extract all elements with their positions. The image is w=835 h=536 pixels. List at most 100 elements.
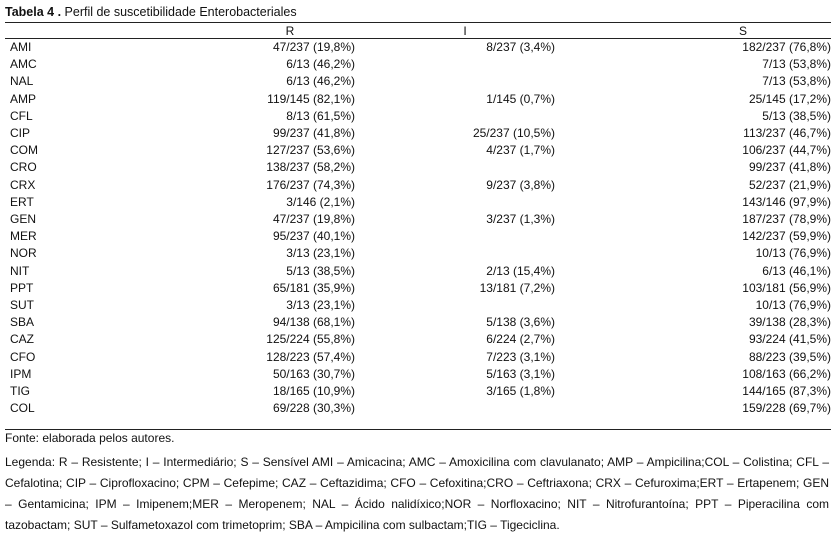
r-cell: 65/181 (35,9%)	[272, 280, 355, 295]
i-cell: 5/163 (3,1%)	[486, 366, 555, 381]
spacer-cell	[355, 91, 375, 108]
s-cell: 5/13 (38,5%)	[762, 108, 831, 123]
spacer-cell	[555, 245, 655, 262]
r-cell: 5/13 (38,5%)	[286, 263, 355, 278]
spacer-cell	[355, 56, 375, 73]
spacer-cell	[355, 177, 375, 194]
r-cell: 3/13 (23,1%)	[286, 246, 355, 261]
table-source: Fonte: elaborada pelos autores.	[5, 431, 175, 445]
table-row: SUT 3/13 (23,1%) 10/13 (76,9%)	[5, 297, 831, 314]
s-cell: 108/163 (66,2%)	[742, 366, 831, 381]
table-row: PPT 65/181 (35,9%) 13/181 (7,2%) 103/181 (5…	[5, 280, 831, 297]
s-cell: 7/13 (53,8%)	[762, 57, 831, 72]
spacer-cell	[555, 39, 655, 57]
i-cell: 7/223 (3,1%)	[486, 349, 555, 364]
spacer-cell	[555, 177, 655, 194]
caption-title: Perfil de suscetibilidade Enterobacteria…	[64, 5, 297, 19]
r-cell: 125/224 (55,8%)	[266, 332, 355, 347]
drug-cell: PPT	[10, 280, 34, 295]
drug-cell: CRO	[10, 160, 37, 175]
spacer-cell	[555, 108, 655, 125]
spacer-cell	[555, 314, 655, 331]
table-row: CRO 138/237 (58,2%) 99/237 (41,8%)	[5, 159, 831, 176]
r-cell: 47/237 (19,8%)	[272, 40, 355, 54]
spacer-cell	[355, 142, 375, 159]
spacer-cell	[555, 125, 655, 142]
spacer-cell	[555, 159, 655, 176]
s-cell: 52/237 (21,9%)	[748, 177, 831, 192]
r-cell: 3/13 (23,1%)	[286, 298, 355, 313]
header-s: S	[655, 23, 831, 39]
r-cell: 138/237 (58,2%)	[266, 160, 355, 175]
r-cell: 69/228 (30,3%)	[272, 401, 355, 416]
spacer-cell	[555, 331, 655, 348]
r-cell: 6/13 (46,2%)	[286, 74, 355, 89]
s-cell: 39/138 (28,3%)	[748, 315, 831, 330]
table-row: AMI 47/237 (19,8%) 8/237 (3,4%) 182/237 (76…	[5, 39, 831, 57]
i-cell	[375, 228, 555, 245]
r-cell: 128/223 (57,4%)	[266, 349, 355, 364]
i-cell: 4/237 (1,7%)	[486, 143, 555, 158]
drug-cell: SBA	[10, 315, 35, 330]
spacer-cell	[355, 73, 375, 90]
table-row: GEN 47/237 (19,8%) 3/237 (1,3%) 187/237 (78…	[5, 211, 831, 228]
spacer-cell	[355, 297, 375, 314]
i-cell: 1/145 (0,7%)	[486, 91, 555, 106]
spacer-cell	[355, 314, 375, 331]
s-cell: 10/13 (76,9%)	[755, 246, 831, 261]
r-cell: 176/237 (74,3%)	[266, 177, 355, 192]
spacer-cell	[355, 263, 375, 280]
spacer-cell	[555, 73, 655, 90]
table-row: MER 95/237 (40,1%) 142/237 (59,9%)	[5, 228, 831, 245]
drug-cell: CAZ	[10, 332, 34, 347]
drug-cell: COL	[10, 401, 35, 416]
i-cell: 25/237 (10,5%)	[472, 126, 555, 141]
drug-cell: IPM	[10, 366, 32, 381]
s-cell: 93/224 (41,5%)	[748, 332, 831, 347]
s-cell: 159/228 (69,7%)	[742, 401, 831, 416]
header-i: I	[375, 23, 555, 39]
table-row: NIT 5/13 (38,5%) 2/13 (15,4%) 6/13 (46,1%)	[5, 263, 831, 280]
s-cell: 143/146 (97,9%)	[742, 194, 831, 209]
header-gap-2	[555, 23, 655, 39]
spacer-cell	[355, 383, 375, 400]
spacer-cell	[555, 228, 655, 245]
table-row: ERT 3/146 (2,1%) 143/146 (97,9%)	[5, 194, 831, 211]
spacer-cell	[555, 297, 655, 314]
drug-cell: CIP	[10, 126, 31, 141]
spacer-cell	[355, 39, 375, 57]
spacer-cell	[355, 245, 375, 262]
s-cell: 6/13 (46,1%)	[762, 263, 831, 278]
spacer-cell	[355, 194, 375, 211]
spacer-cell	[555, 366, 655, 383]
caption-label: Tabela 4 .	[5, 5, 62, 19]
spacer-cell	[355, 211, 375, 228]
drug-cell: GEN	[10, 212, 37, 227]
table-row: TIG 18/165 (10,9%) 3/165 (1,8%) 144/165 (87…	[5, 383, 831, 400]
r-cell: 8/13 (61,5%)	[286, 108, 355, 123]
i-cell: 13/181 (7,2%)	[479, 280, 555, 295]
drug-cell: AMC	[10, 57, 37, 72]
i-cell: 5/138 (3,6%)	[486, 315, 555, 330]
table-row: COM 127/237 (53,6%) 4/237 (1,7%) 106/237 (4…	[5, 142, 831, 159]
spacer-cell	[355, 228, 375, 245]
spacer-cell	[555, 142, 655, 159]
drug-cell: CRX	[10, 177, 36, 192]
i-cell: 8/237 (3,4%)	[486, 40, 555, 54]
table-row: AMC 6/13 (46,2%) 7/13 (53,8%)	[5, 56, 831, 73]
spacer-cell	[555, 194, 655, 211]
r-cell: 3/146 (2,1%)	[286, 194, 355, 209]
r-cell: 119/145 (82,1%)	[267, 91, 355, 106]
r-cell: 99/237 (41,8%)	[272, 126, 355, 141]
i-cell	[375, 56, 555, 73]
table-row: AMP 119/145 (82,1%) 1/145 (0,7%) 25/145 (17…	[5, 91, 831, 108]
s-cell: 88/223 (39,5%)	[748, 349, 831, 364]
table-row: CAZ 125/224 (55,8%) 6/224 (2,7%) 93/224 (41…	[5, 331, 831, 348]
i-cell: 9/237 (3,8%)	[486, 177, 555, 192]
s-cell: 113/237 (46,7%)	[743, 126, 831, 141]
bottom-rule	[5, 429, 831, 430]
spacer-cell	[555, 349, 655, 366]
i-cell	[375, 400, 555, 417]
s-cell: 187/237 (78,9%)	[742, 212, 831, 227]
